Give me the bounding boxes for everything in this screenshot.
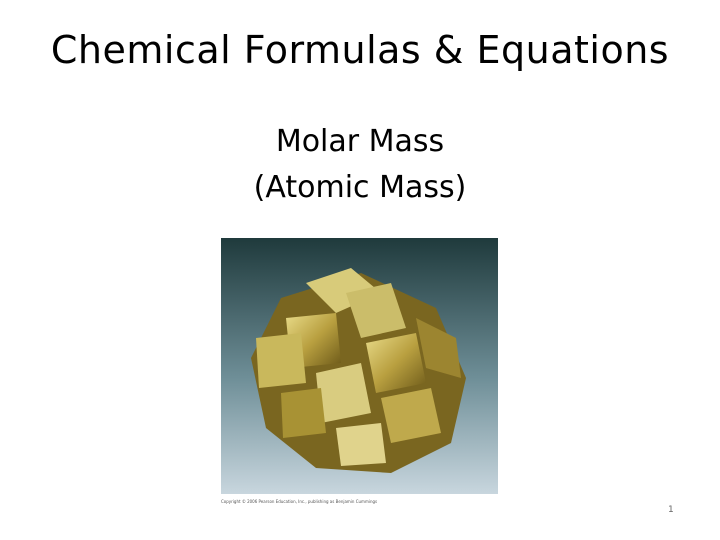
subtitle-line: (Atomic Mass)	[253, 170, 467, 205]
image-caption: Copyright © 2006 Pearson Education, Inc.…	[221, 499, 378, 504]
slide-title: Chemical Formulas & Equations	[50, 28, 670, 72]
page-number: 1	[668, 505, 674, 515]
mineral-photo	[221, 238, 498, 494]
subtitle-line: Molar Mass	[275, 124, 445, 159]
